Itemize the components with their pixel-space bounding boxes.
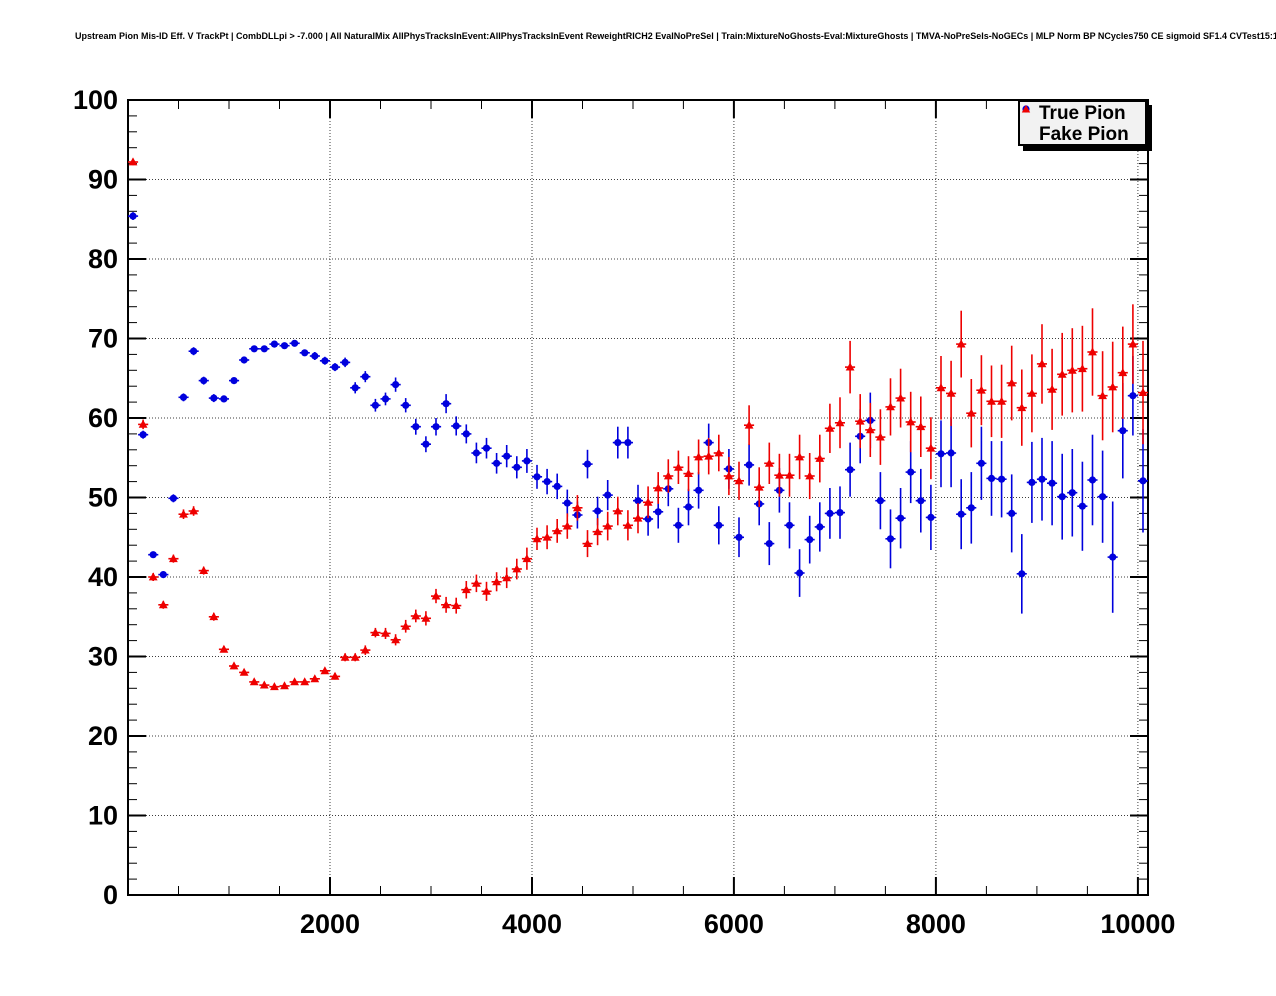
- chart-title: Upstream Pion Mis-ID Eff. V TrackPt | Co…: [75, 31, 1276, 41]
- gridlines: [128, 100, 1148, 895]
- fake-pion-triangle-icon: [1021, 105, 1039, 142]
- legend: True Pion Fake Pion: [1018, 100, 1147, 146]
- svg-text:10000: 10000: [1100, 909, 1175, 939]
- x-axis-labels: 2000 4000 6000 8000 10000: [300, 909, 1175, 939]
- y-axis-labels: 0 10 20 30 40 50 60 70 80 90 100: [73, 85, 118, 910]
- svg-text:10: 10: [88, 801, 118, 831]
- svg-text:8000: 8000: [906, 909, 966, 939]
- legend-label-true-pion: True Pion: [1039, 103, 1126, 124]
- svg-text:70: 70: [88, 324, 118, 354]
- svg-text:100: 100: [73, 85, 118, 115]
- svg-text:2000: 2000: [300, 909, 360, 939]
- svg-text:4000: 4000: [502, 909, 562, 939]
- legend-entry-fake-pion: Fake Pion: [1021, 105, 1145, 145]
- legend-label-fake-pion: Fake Pion: [1039, 124, 1129, 145]
- series-true-pion: [128, 212, 1148, 614]
- svg-text:6000: 6000: [704, 909, 764, 939]
- svg-text:30: 30: [88, 642, 118, 672]
- svg-text:40: 40: [88, 562, 118, 592]
- series-fake-pion: [128, 157, 1148, 691]
- svg-text:50: 50: [88, 483, 118, 513]
- svg-text:20: 20: [88, 721, 118, 751]
- svg-text:80: 80: [88, 244, 118, 274]
- legend-entry-true-pion: True Pion: [1022, 103, 1145, 124]
- svg-text:60: 60: [88, 403, 118, 433]
- svg-text:90: 90: [88, 165, 118, 195]
- svg-text:0: 0: [103, 880, 118, 910]
